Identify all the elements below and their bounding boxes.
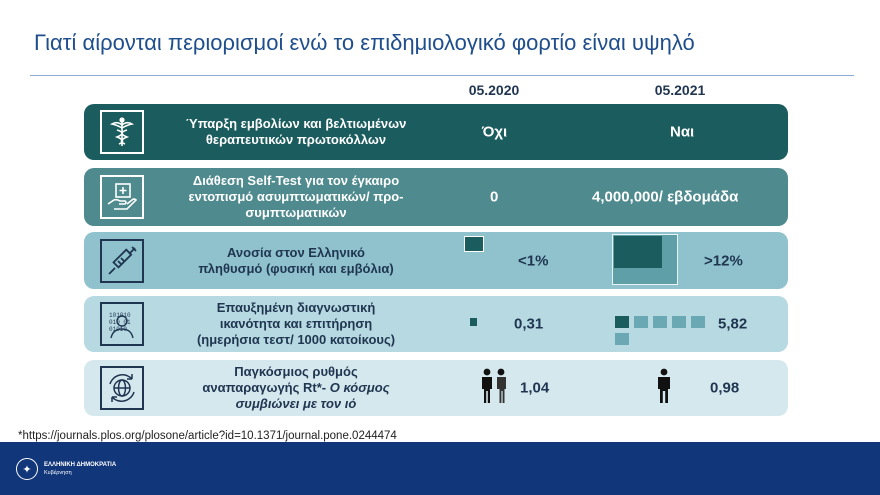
globe-cycle-icon <box>100 366 144 410</box>
column-header-2021: 05.2021 <box>654 82 706 98</box>
caduceus-icon <box>100 110 144 154</box>
value-2021-vaccines: Ναι <box>670 123 695 141</box>
value-2021-testing: 5,82 <box>718 315 748 333</box>
row-label-self-test: Διάθεση Self-Test για τον έγκαιρο εντοπι… <box>188 173 404 220</box>
logo-line-1: ΕΛΛΗΝΙΚΗ ΔΗΜΟΚΡΑΤΙΑ <box>44 462 117 468</box>
value-2020-reproduction: 1,04 <box>520 379 550 397</box>
value-2020-vaccines: Όχι <box>482 123 508 141</box>
svg-text:101010: 101010 <box>109 312 131 319</box>
row-label-vaccines: Ύπαρξη εμβολίων και βελτιωμένων θεραπευτ… <box>185 116 407 147</box>
row-reproduction: Παγκόσμιος ρυθμός αναπαραγωγής Rt*- Ο κό… <box>84 360 788 416</box>
svg-text:010 01: 010 01 <box>109 319 131 326</box>
binary-head-icon: 101010 010 01 01010 <box>100 302 144 346</box>
testing-2021-square <box>653 316 667 328</box>
emblem-icon: ✦ <box>16 458 38 480</box>
title-divider <box>30 75 854 76</box>
government-logo: ✦ ΕΛΛΗΝΙΚΗ ΔΗΜΟΚΡΑΤΙΑ Κυβέρνηση <box>16 458 116 480</box>
row-label-immunity: Ανοσία στον Ελληνικό πληθυσμό (φυσική κα… <box>198 244 394 276</box>
person-icon <box>656 368 672 404</box>
testing-2021-square <box>634 316 648 328</box>
syringe-icon <box>100 238 144 283</box>
testing-2021-square <box>672 316 686 328</box>
testing-2020-square <box>470 318 477 326</box>
row-immunity: Ανοσία στον Ελληνικό πληθυσμό (φυσική κα… <box>84 232 788 289</box>
value-2021-self-test: 4,000,000/ εβδομάδα <box>592 188 739 206</box>
logo-line-2: Κυβέρνηση <box>44 470 72 476</box>
value-2020-self-test: 0 <box>490 188 499 206</box>
testing-2021-square <box>615 333 629 345</box>
immunity-2020-square <box>464 236 484 252</box>
row-testing: 101010 010 01 01010 Επαυξημένη διαγνωστι… <box>84 296 788 352</box>
testing-2021-square <box>691 316 705 328</box>
immunity-2021-square-inner <box>614 236 662 268</box>
column-header-2020: 05.2020 <box>468 82 520 98</box>
footer-bar: ✦ ΕΛΛΗΝΙΚΗ ΔΗΜΟΚΡΑΤΙΑ Κυβέρνηση <box>0 442 880 495</box>
value-2020-testing: 0,31 <box>514 315 544 333</box>
row-vaccines: Ύπαρξη εμβολίων και βελτιωμένων θεραπευτ… <box>84 104 788 160</box>
person-pair-icon <box>480 368 508 404</box>
hand-plus-icon <box>100 175 144 219</box>
value-2021-immunity: >12% <box>704 252 743 269</box>
testing-2021-square <box>615 316 629 328</box>
value-2020-immunity: <1% <box>518 252 549 269</box>
row-self-test: Διάθεση Self-Test για τον έγκαιρο εντοπι… <box>84 168 788 226</box>
row-label-testing: Επαυξημένη διαγνωστική ικανότητα και επι… <box>196 300 396 347</box>
footnote-source: *https://journals.plos.org/plosone/artic… <box>18 430 397 442</box>
row-label-reproduction: Παγκόσμιος ρυθμός αναπαραγωγής Rt*- Ο κό… <box>202 364 390 411</box>
slide-title: Γιατί αίρονται περιορισμοί ενώ το επιδημ… <box>34 30 695 55</box>
value-2021-reproduction: 0,98 <box>710 379 740 397</box>
